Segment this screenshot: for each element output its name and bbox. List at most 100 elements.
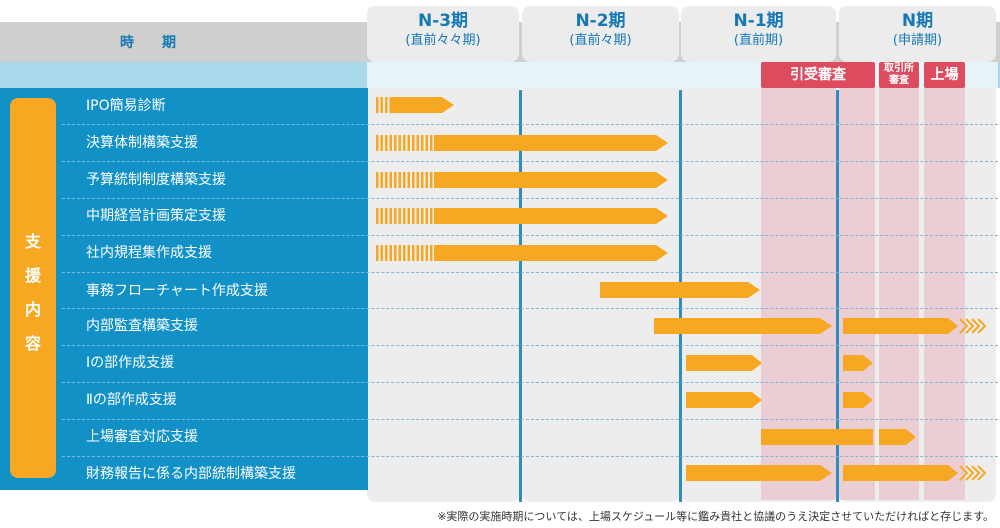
arrow-continue-chevron (977, 465, 987, 481)
period-header-n2-bg (522, 6, 679, 62)
arrow-stripe (389, 208, 392, 224)
arrow-stripe (412, 135, 415, 151)
arrow-part1 (686, 355, 873, 371)
support-label-char: 援 (24, 266, 41, 285)
arrow-body-n (843, 355, 873, 371)
row-divider (62, 198, 998, 199)
support-label-char: 容 (24, 334, 41, 353)
arrow-stripe (416, 208, 419, 224)
arrow-ipo-diagnosis (376, 97, 454, 113)
period-header-n-bg (839, 6, 996, 62)
arrow-body (600, 282, 760, 298)
support-items-panel (0, 90, 368, 490)
period-header-n1: N-1期 (直前期) (681, 10, 836, 50)
arrow-stripe (430, 245, 433, 261)
arrow-stripe (403, 172, 406, 188)
arrow-part2 (686, 392, 873, 408)
arrow-body (434, 135, 668, 151)
row-divider (62, 124, 998, 125)
listing-zone (924, 88, 965, 500)
row-label-closing-system: 決算体制構築支援 (86, 135, 198, 151)
arrow-stripe (376, 135, 379, 151)
arrow-stripe (421, 245, 424, 261)
arrow-continue-chevron (965, 465, 975, 481)
arrow-stripe (430, 172, 433, 188)
arrow-stripe (425, 135, 428, 151)
arrow-stripe (385, 135, 388, 151)
arrow-stripe (407, 135, 410, 151)
period-header-n1-bg (681, 6, 836, 62)
footnote: ※実際の実施時期については、上場スケジュール等に鑑み貴社と協議のうえ決定させてい… (437, 510, 994, 523)
row-label-ipo-diagnosis: IPO簡易診断 (86, 98, 166, 114)
arrow-stripe (416, 135, 419, 151)
arrow-body-n (879, 429, 916, 445)
period-sub: (直前々々期) (405, 33, 481, 48)
row-label-part2: Ⅱの部作成支援 (86, 392, 177, 408)
arrow-budget-control (376, 172, 668, 188)
arrow-stripe (425, 208, 428, 224)
arrow-stripe (403, 245, 406, 261)
arrow-stripe (389, 172, 392, 188)
arrow-stripe (376, 208, 379, 224)
arrow-internal-rules (376, 245, 668, 261)
arrow-stripe (385, 97, 388, 113)
row-label-flowchart: 事務フローチャート作成支援 (86, 283, 268, 299)
row-divider (62, 235, 998, 236)
arrow-stripe (380, 97, 383, 113)
period-name: N-1期 (733, 11, 784, 31)
arrow-stripe (385, 172, 388, 188)
arrow-stripe (421, 135, 424, 151)
support-label-char: 支 (24, 232, 41, 251)
arrow-icfr (686, 465, 987, 481)
arrow-body-n (843, 392, 873, 408)
arrow-stripe (403, 135, 406, 151)
arrow-stripe (398, 172, 401, 188)
support-label-char: 内 (24, 300, 41, 319)
exchange-review-badge: 取引所 審査 (879, 62, 919, 88)
row-label-internal-audit: 内部監査構築支援 (86, 318, 198, 334)
arrow-stripe (385, 245, 388, 261)
arrow-stripe (376, 97, 379, 113)
row-label-budget-control: 予算統制制度構築支援 (86, 172, 226, 188)
period-divider (519, 90, 522, 502)
arrow-stripe (398, 135, 401, 151)
row-label-part1: Ⅰの部作成支援 (86, 355, 175, 371)
arrow-stripe (394, 135, 397, 151)
arrow-body (434, 208, 668, 224)
arrow-stripe (394, 172, 397, 188)
arrow-body-n (843, 465, 958, 481)
row-divider (62, 456, 998, 457)
arrow-stripe (380, 135, 383, 151)
period-sub: (直前々期) (569, 33, 632, 48)
arrow-midterm-plan (376, 208, 668, 224)
arrow-stripe (407, 172, 410, 188)
arrow-continue-chevron (965, 318, 975, 334)
arrow-body-n (843, 318, 958, 334)
arrow-internal-audit (654, 318, 987, 334)
arrow-stripe (376, 245, 379, 261)
arrow-body (392, 97, 454, 113)
period-header-n3-bg (367, 6, 519, 62)
arrow-listing-review (761, 429, 916, 445)
arrow-stripe (398, 245, 401, 261)
support-content-label: 支 援 内 容 (10, 98, 56, 478)
arrow-stripe (412, 245, 415, 261)
arrow-continue-chevron (977, 318, 987, 334)
arrow-body (434, 172, 668, 188)
row-divider (62, 272, 998, 273)
arrow-stripe (430, 135, 433, 151)
arrow-stripe (376, 172, 379, 188)
arrow-body (761, 429, 873, 445)
arrow-stripe (389, 135, 392, 151)
arrow-body (686, 465, 832, 481)
period-header-n3: N-3期 (直前々々期) (367, 10, 519, 50)
row-label-internal-rules: 社内規程集作成支援 (86, 245, 212, 261)
arrow-stripe (425, 172, 428, 188)
panel-top-edge (0, 88, 368, 90)
row-divider (62, 382, 998, 383)
exchange-review-line2: 審査 (889, 75, 909, 86)
arrow-stripe (416, 245, 419, 261)
period-header-n2: N-2期 (直前々期) (522, 10, 679, 50)
